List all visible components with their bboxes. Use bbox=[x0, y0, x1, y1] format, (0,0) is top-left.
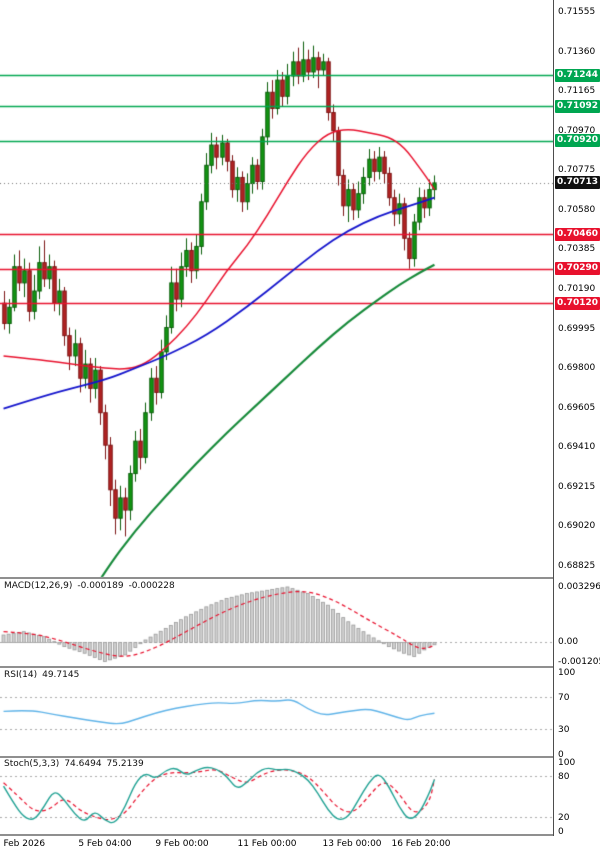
time-tick-label: 3 Feb 2026 bbox=[0, 839, 46, 849]
macd-indicator-label: MACD(12,26,9) -0.000189 -0.000228 bbox=[2, 581, 182, 592]
price-tick-label: 0.70970 bbox=[558, 125, 596, 136]
resistance-price-badge: 0.71244 bbox=[555, 68, 600, 82]
time-tick-label: 5 Feb 04:00 bbox=[78, 839, 132, 849]
price-tick-label: 0.69605 bbox=[558, 402, 596, 413]
price-tick-label: 0.71360 bbox=[558, 46, 596, 57]
price-tick-label: 0.69020 bbox=[558, 521, 596, 532]
rsi-indicator-label: RSI(14) 49.7145 bbox=[2, 670, 87, 681]
rsi-axis-label: 70 bbox=[558, 692, 570, 703]
panel-separator[interactable] bbox=[0, 577, 600, 579]
time-tick-label: 13 Feb 00:00 bbox=[322, 839, 382, 849]
stoch-axis-label: 0 bbox=[558, 827, 564, 837]
stoch-axis-label: 20 bbox=[558, 813, 570, 824]
time-axis[interactable]: 3 Feb 2026 5 Feb 04:00 9 Feb 00:00 11 Feb 0… bbox=[0, 836, 553, 853]
rsi-value: 49.7145 bbox=[42, 670, 80, 680]
price-tick-label: 0.69410 bbox=[558, 442, 596, 453]
support-price-badge: 0.70460 bbox=[555, 227, 600, 241]
price-tick-label: 0.71555 bbox=[558, 7, 596, 18]
macd-axis-label: 0.00 bbox=[558, 636, 579, 647]
price-tick-label: 0.70580 bbox=[558, 204, 596, 215]
price-tick-label: 0.69215 bbox=[558, 481, 596, 492]
price-tick-label: 0.70190 bbox=[558, 284, 596, 294]
price-tick-label: 0.69800 bbox=[558, 363, 596, 374]
macd-value-main: -0.000189 bbox=[77, 581, 124, 591]
current-price-badge: 0.70713 bbox=[555, 176, 600, 190]
rsi-axis-label: 100 bbox=[558, 668, 576, 678]
stoch-value-d: 75.2139 bbox=[106, 759, 144, 769]
macd-name: MACD(12,26,9) bbox=[4, 581, 73, 591]
resistance-price-badge: 0.71092 bbox=[555, 99, 600, 113]
stoch-axis-label: 100 bbox=[558, 758, 576, 768]
resistance-price-badge: 0.70920 bbox=[555, 134, 600, 148]
panel-separator[interactable] bbox=[0, 834, 600, 836]
time-tick-label: 9 Feb 00:00 bbox=[155, 839, 209, 849]
price-tick-label: 0.68825 bbox=[558, 560, 596, 571]
price-tick-label: 0.70775 bbox=[558, 165, 596, 176]
chart-canvas[interactable] bbox=[0, 0, 553, 853]
macd-value-signal: -0.000228 bbox=[128, 581, 175, 591]
time-tick-label: 16 Feb 20:00 bbox=[391, 839, 451, 849]
stoch-axis-label: 80 bbox=[558, 771, 570, 782]
rsi-axis-label: 30 bbox=[558, 725, 570, 736]
support-price-badge: 0.70290 bbox=[555, 262, 600, 276]
price-axis[interactable]: 0.71555 0.71360 0.71165 0.70970 0.70775 0.705… bbox=[553, 0, 600, 837]
price-tick-label: 0.70385 bbox=[558, 244, 596, 255]
rsi-axis-label: 0 bbox=[558, 750, 564, 760]
stoch-indicator-label: Stoch(5,3,3) 74.6494 75.2139 bbox=[2, 759, 151, 770]
support-price-badge: 0.70120 bbox=[555, 296, 600, 310]
stoch-value-k: 74.6494 bbox=[64, 759, 102, 769]
price-tick-label: 0.71165 bbox=[558, 86, 596, 97]
price-tick-label: 0.69995 bbox=[558, 323, 596, 334]
panel-separator[interactable] bbox=[0, 756, 600, 758]
rsi-name: RSI(14) bbox=[4, 670, 38, 680]
macd-axis-label: -0.001205 bbox=[558, 656, 600, 667]
stoch-name: Stoch(5,3,3) bbox=[4, 759, 60, 769]
time-tick-label: 11 Feb 00:00 bbox=[237, 839, 297, 849]
macd-axis-label: 0.003296 bbox=[558, 582, 600, 593]
panel-separator[interactable] bbox=[0, 666, 600, 668]
